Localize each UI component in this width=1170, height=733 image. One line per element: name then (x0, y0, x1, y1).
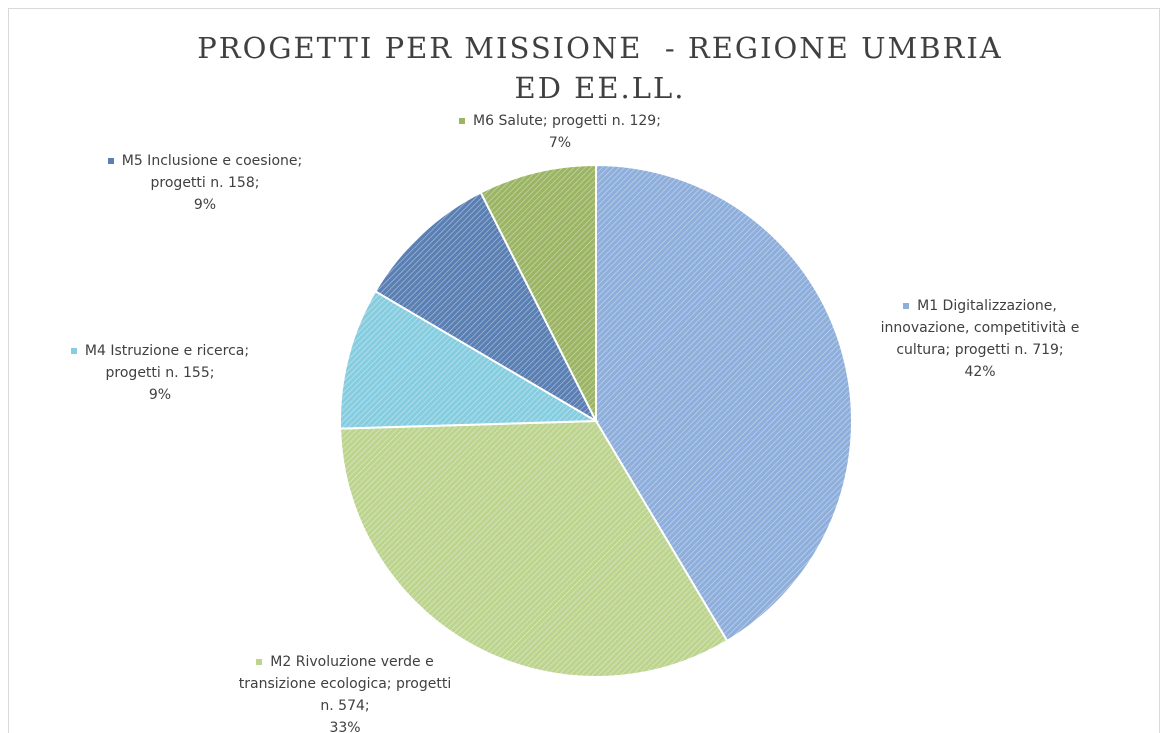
data-label: M2 Rivoluzione verde e transizione ecolo… (235, 651, 455, 733)
value-label: progetti n. 158 (150, 175, 255, 191)
legend-marker (107, 158, 114, 164)
separator: ; (386, 676, 392, 692)
percent-label: 33% (329, 720, 361, 733)
category-label: M5 Inclusione e coesione (121, 153, 298, 169)
pie-slice (373, 191, 599, 424)
percent-label: 9% (193, 197, 217, 213)
legend-marker (70, 348, 77, 354)
value-label: progetti n. 574 (320, 676, 452, 714)
legend-marker (459, 118, 466, 124)
pie-slice (479, 163, 597, 422)
separator: ; (244, 343, 250, 359)
category-label: M6 Salute (473, 113, 543, 129)
separator: ; (254, 175, 260, 191)
percent-label: 7% (548, 135, 572, 151)
data-label: M1 Digitalizzazione, innovazione, compet… (875, 295, 1085, 383)
pie-slice (595, 163, 853, 643)
chart-frame (8, 8, 1160, 733)
pie-slice (339, 289, 600, 430)
chart-title: PROGETTI PER MISSIONE - REGIONE UMBRIA E… (197, 31, 1014, 105)
pie-slice (339, 419, 729, 678)
category-label: M1 Digitalizzazione, innovazione, compet… (880, 298, 1080, 358)
percent-label: 9% (148, 387, 172, 403)
value-label: progetti n. 129 (552, 113, 657, 129)
percent-label: 42% (964, 364, 996, 380)
value-label: progetti n. 155 (105, 365, 210, 381)
separator: ; (945, 342, 951, 358)
data-label: M4 Istruzione e ricerca; progetti n. 155… (65, 340, 255, 406)
separator: ; (297, 153, 303, 169)
separator: ; (656, 113, 661, 129)
value-label: progetti n. 719 (954, 342, 1059, 358)
category-label: M2 Rivoluzione verde e transizione ecolo… (238, 654, 434, 692)
data-label: M5 Inclusione e coesione; progetti n. 15… (105, 150, 305, 216)
separator: ; (209, 365, 215, 381)
data-label: M6 Salute; progetti n. 129; 7% (410, 110, 710, 154)
separator: ; (1058, 342, 1064, 358)
category-label: M4 Istruzione e ricerca (84, 343, 245, 359)
separator: ; (364, 698, 370, 714)
legend-marker (256, 659, 263, 665)
separator: ; (542, 113, 548, 129)
legend-marker (903, 303, 910, 309)
